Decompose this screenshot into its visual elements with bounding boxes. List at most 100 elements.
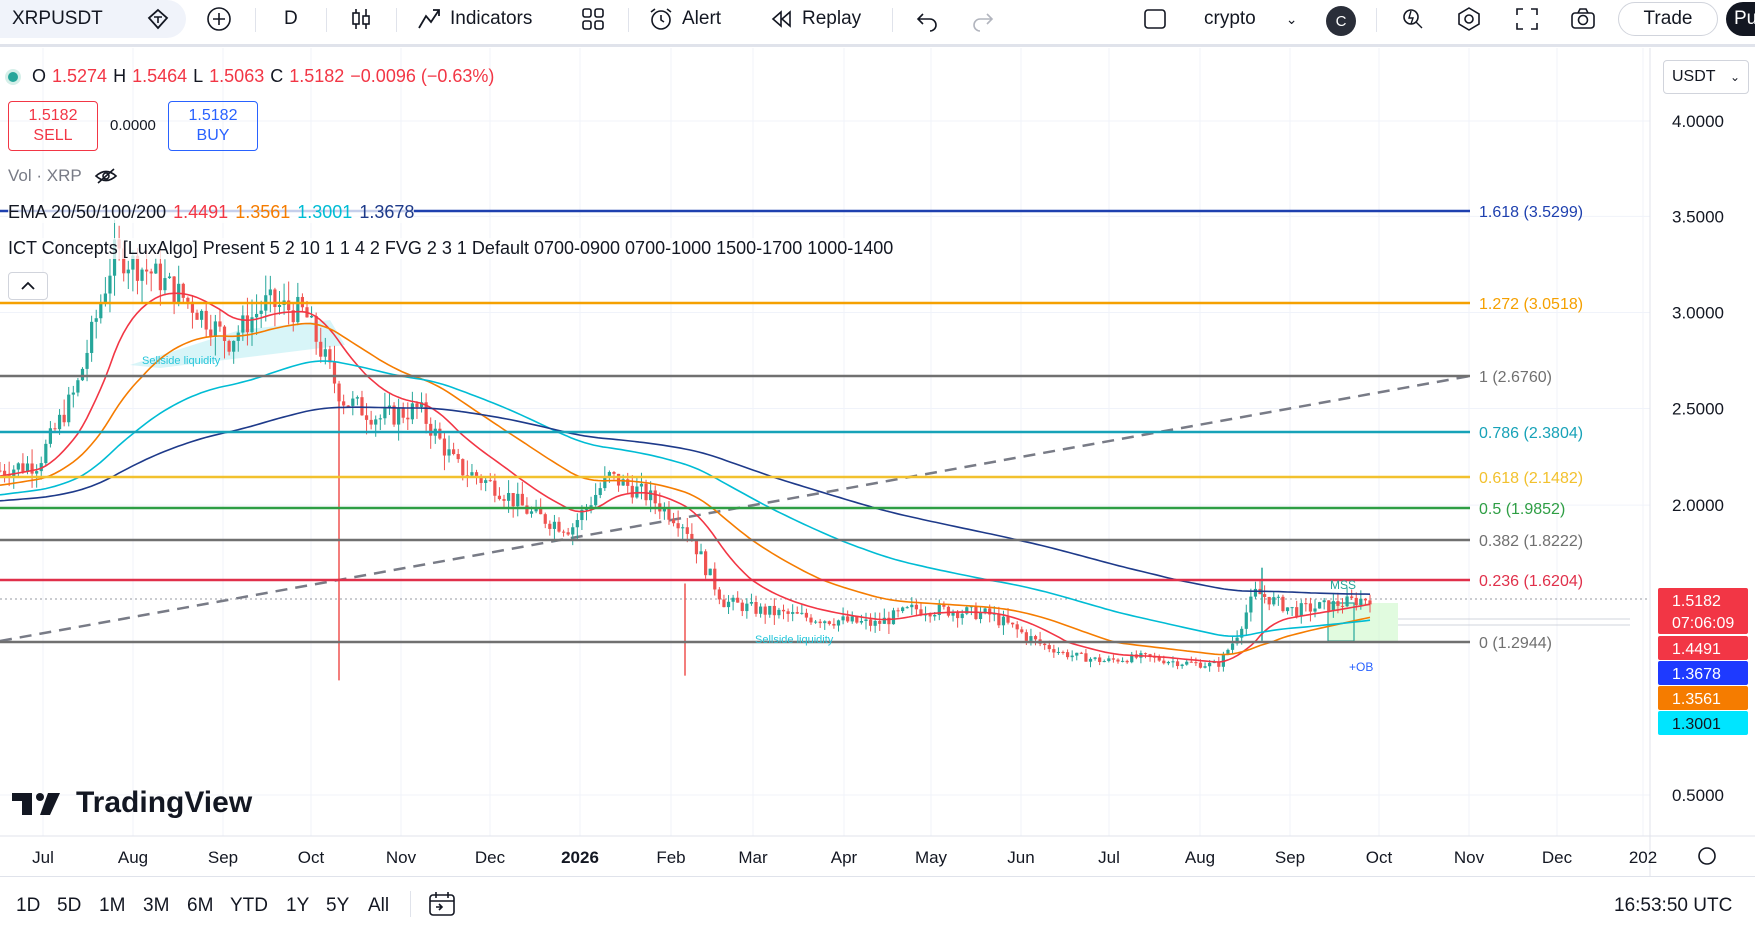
candle-body [859,621,864,623]
candle-body [452,449,456,455]
ema20-value: 1.4491 [173,202,229,222]
sell-button[interactable]: 1.5182 SELL [8,101,98,151]
interval-button[interactable]: D [284,0,298,38]
templates-grid-icon[interactable] [580,0,606,38]
camera-icon[interactable] [1570,0,1596,38]
candle-body [1313,608,1317,612]
symbol-search[interactable]: XRPUSDT [0,0,186,38]
price-chart[interactable]: 1.618 (3.5299) 1.272 (3.0518) 1 (2.6760) 0.… [0,48,1755,876]
candle-body [708,568,712,576]
range-3m[interactable]: 3M [143,895,170,916]
candle-body [1295,607,1299,617]
candle-body [983,608,987,613]
collapse-legend-button[interactable] [8,272,48,300]
candle-body [1088,658,1093,662]
trade-button[interactable]: Trade [1618,2,1718,36]
y-tick-label: 4.0000 [1672,112,1724,131]
candle-body [493,480,497,496]
candle-body [1029,636,1033,641]
range-ytd[interactable]: YTD [230,895,268,916]
range-5d[interactable]: 5D [57,895,82,916]
candle-body [626,479,630,486]
range-6m[interactable]: 6M [187,895,214,916]
alert-button[interactable]: Alert [648,0,721,38]
candle-body [387,405,392,409]
quick-search-icon[interactable] [1400,0,1426,38]
compare-plus-icon[interactable] [206,0,232,38]
candle-body [1345,596,1349,607]
candle-body [186,297,190,302]
candle-series [0,219,1372,681]
watchlist-diamond-icon[interactable] [146,7,170,37]
currency-select[interactable]: USDT ⌄ [1663,60,1749,94]
buy-label: BUY [196,127,230,144]
ema-legend[interactable]: EMA 20/50/100/200 1.4491 1.3561 1.3001 1… [8,202,415,223]
settings-hex-icon[interactable] [1456,0,1482,38]
volume-legend[interactable]: Vol · XRP [8,166,118,186]
candle-body [1354,597,1358,606]
candle-body [1079,652,1083,654]
buy-button[interactable]: 1.5182 BUY [168,101,258,151]
layout-square-icon[interactable] [1142,0,1168,38]
candle-body [126,269,130,274]
publish-button[interactable]: Pu [1726,2,1755,36]
candle-body [630,485,634,498]
x-tick-label: Aug [1185,848,1215,867]
replay-button[interactable]: Replay [768,0,861,38]
brand-name: TradingView [76,786,253,819]
undo-icon[interactable] [914,0,940,38]
eye-hidden-icon[interactable] [94,167,118,185]
candle-body [85,352,89,369]
price-scale[interactable]: 4.0000 3.5000 3.0000 2.5000 2.0000 0.5000 1.51… [1649,48,1748,876]
candle-body [1171,661,1175,663]
spread-value: 0.0000 [110,117,156,134]
candle-body [309,315,314,318]
candle-body [726,601,731,608]
y-tick-label: 3.0000 [1672,304,1724,323]
goto-date-icon[interactable] [428,891,456,922]
candle-body [397,408,401,425]
range-1d[interactable]: 1D [16,895,41,916]
x-tick-label: Feb [656,848,685,867]
candle-body [62,414,66,423]
y-tick-label: 0.5000 [1672,786,1724,805]
candle-body [497,495,502,500]
range-1y[interactable]: 1Y [286,895,310,916]
fullscreen-icon[interactable] [1514,0,1540,38]
alarm-clock-icon [650,8,672,30]
ict-legend[interactable]: ICT Concepts [LuxAlgo] Present 5 2 10 1 … [8,238,894,259]
candle-body [868,619,873,626]
range-all[interactable]: All [368,895,390,916]
user-avatar[interactable]: C [1326,6,1356,36]
candle-body [1267,596,1271,605]
indicators-button[interactable]: Indicators [416,0,532,38]
fib-retracement[interactable]: 1.618 (3.5299) 1.272 (3.0518) 1 (2.6760) 0.… [0,204,1583,652]
candle-body [566,532,570,535]
redo-icon[interactable] [970,0,996,38]
layout-name: crypto [1204,8,1256,29]
close-value: 1.5182 [289,66,345,86]
range-1m[interactable]: 1M [99,895,126,916]
ema100-tag-value: 1.3001 [1672,716,1721,733]
candle-body [364,415,369,420]
time-scale[interactable]: Jul Aug Sep Oct Nov Dec 2026 Feb Mar Apr May Jun Jul… [0,835,1755,867]
y-tick-label: 3.5000 [1672,207,1724,226]
candle-body [1098,657,1102,662]
candle-body [1322,600,1326,603]
fib-level-label: 1.272 (3.0518) [1479,296,1583,313]
utc-clock[interactable]: 16:53:50 UTC [1614,895,1733,916]
candle-body [245,315,250,333]
divider [892,8,893,32]
candle-body [1070,655,1074,658]
candle-body [1093,657,1097,659]
layout-name-button[interactable]: crypto ⌄ [1204,0,1297,38]
ema20-tag [1658,636,1748,660]
candle-type-icon[interactable] [348,0,374,38]
candle-body [268,289,272,296]
candle-body [1166,661,1170,664]
candle-body [103,293,107,304]
range-5y[interactable]: 5Y [326,895,350,916]
chevron-down-icon: ⌄ [1729,70,1740,84]
candle-body [1221,653,1225,667]
candle-body [704,551,708,576]
